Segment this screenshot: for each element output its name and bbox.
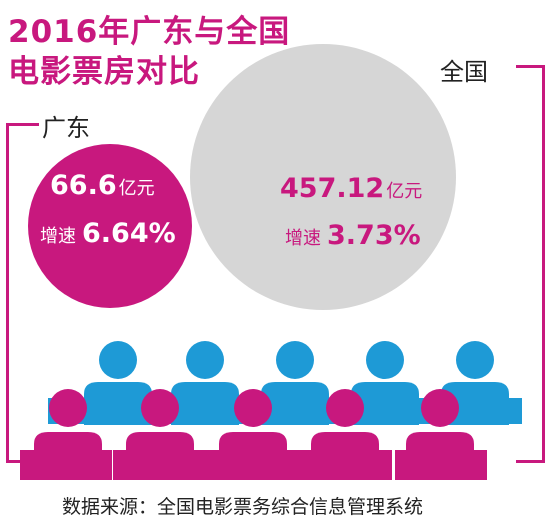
guangdong-label: 广东 xyxy=(42,114,90,142)
front-seat-4 xyxy=(300,450,392,480)
guangdong-value: 66.6 xyxy=(50,170,117,201)
national-value-label: 457.12 亿元 xyxy=(280,173,422,204)
national-bracket xyxy=(516,65,545,463)
chart-title-line2: 电影票房对比 xyxy=(8,54,200,90)
front-seat-3 xyxy=(206,450,301,480)
national-value: 457.12 xyxy=(280,173,385,204)
national-bubble xyxy=(190,44,456,310)
national-growth-caption: 增速 xyxy=(285,228,321,249)
audience-illustration xyxy=(20,341,522,480)
national-label: 全国 xyxy=(440,58,488,86)
front-person-5-head xyxy=(421,389,459,427)
front-person-4-head xyxy=(326,389,364,427)
guangdong-growth: 6.64% xyxy=(82,218,176,249)
front-person-2-head xyxy=(141,389,179,427)
front-seat-5 xyxy=(395,450,487,480)
front-seat-2 xyxy=(113,450,208,480)
national-growth-label: 增速 3.73% xyxy=(285,220,421,251)
chart-title-line1: 2016年广东与全国 xyxy=(8,14,291,50)
back-person-3-head xyxy=(276,341,314,379)
guangdong-growth-label: 增速 6.64% xyxy=(40,218,176,249)
front-person-1-head xyxy=(49,389,87,427)
national-growth: 3.73% xyxy=(327,220,421,251)
back-person-1-head xyxy=(99,341,137,379)
front-person-3-head xyxy=(234,389,272,427)
back-person-5-head xyxy=(456,341,494,379)
front-seat-1 xyxy=(20,450,112,480)
back-person-4-head xyxy=(366,341,404,379)
guangdong-value-label: 66.6 亿元 xyxy=(50,170,155,201)
back-person-2-head xyxy=(186,341,224,379)
guangdong-bubble xyxy=(28,144,192,308)
national-unit: 亿元 xyxy=(386,181,423,202)
guangdong-unit: 亿元 xyxy=(118,178,155,199)
guangdong-growth-caption: 增速 xyxy=(40,226,76,247)
data-source: 数据来源：全国电影票务综合信息管理系统 xyxy=(62,496,424,518)
